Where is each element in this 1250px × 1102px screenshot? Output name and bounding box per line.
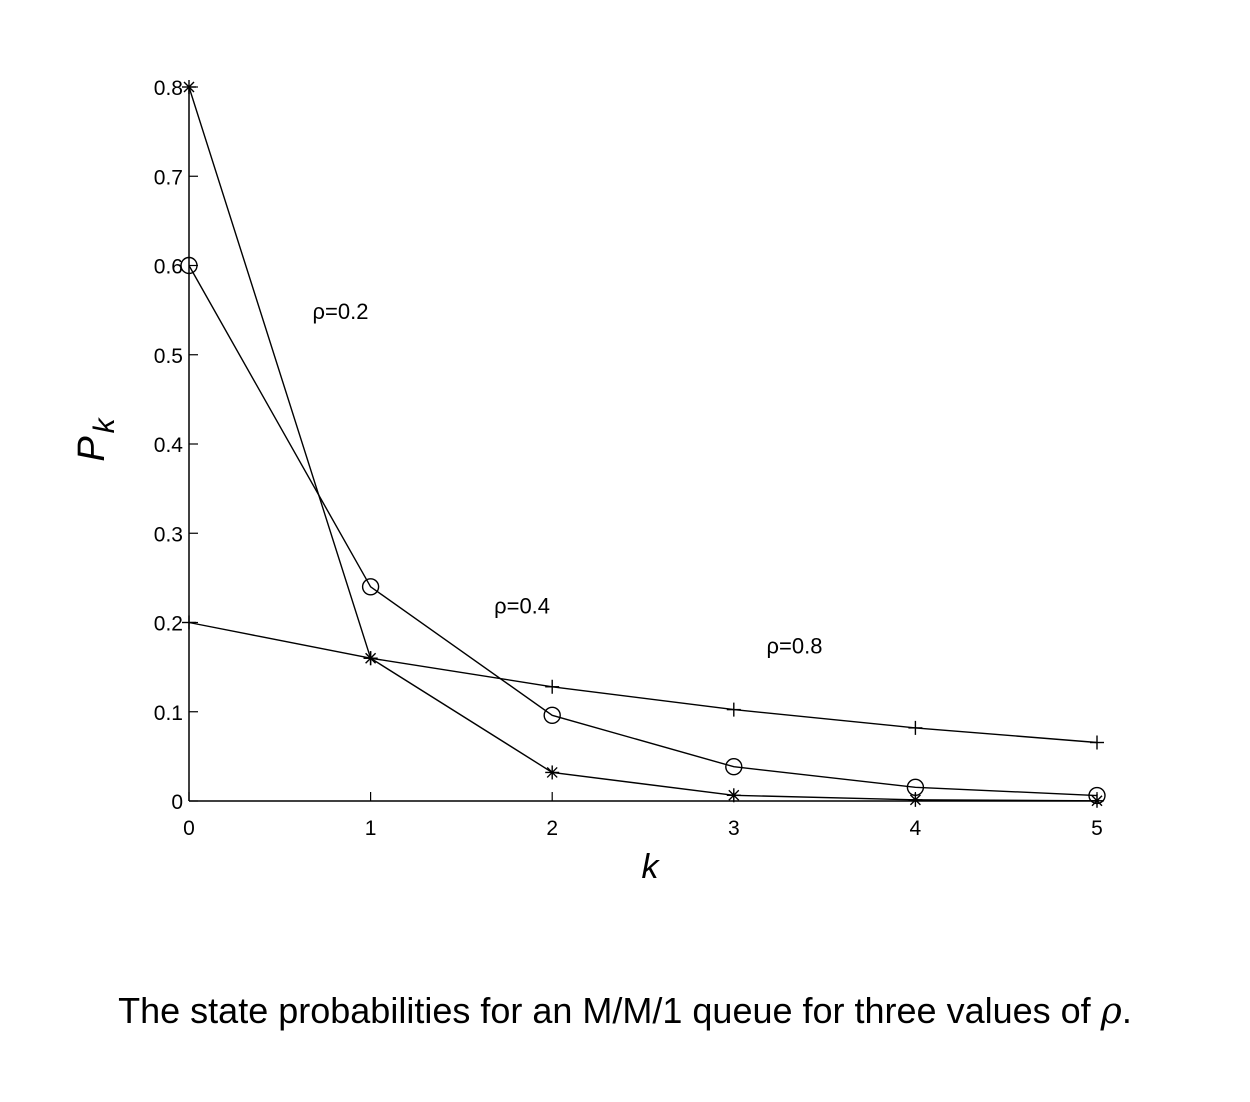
data-point-asterisk bbox=[908, 792, 923, 807]
series-annotation: ρ=0.2 bbox=[312, 299, 368, 324]
x-tick-label: 3 bbox=[728, 817, 740, 840]
series-line bbox=[188, 86, 1098, 802]
y-tick-label: 0.5 bbox=[154, 345, 183, 368]
data-point-circle bbox=[1088, 786, 1106, 805]
data-point-asterisk bbox=[1090, 793, 1104, 808]
series-lines bbox=[188, 86, 1098, 802]
data-point-plus bbox=[1090, 735, 1104, 750]
x-axis-title: k bbox=[642, 848, 661, 886]
series-line bbox=[188, 621, 1098, 744]
data-point-circle bbox=[180, 256, 198, 275]
axes bbox=[188, 86, 1098, 802]
data-point-circle bbox=[543, 706, 561, 725]
x-tick-label: 1 bbox=[365, 817, 377, 840]
series-annotation: ρ=0.4 bbox=[494, 594, 550, 619]
data-point-circle bbox=[906, 778, 925, 796]
svg-text:Pk: Pk bbox=[71, 416, 121, 461]
y-axis-title-main: P bbox=[71, 436, 113, 462]
data-point-plus bbox=[908, 720, 923, 735]
data-point-asterisk bbox=[545, 765, 560, 780]
data-point-plus bbox=[363, 651, 378, 666]
y-tick-label: 0.2 bbox=[154, 613, 183, 636]
data-point-plus bbox=[726, 702, 741, 717]
data-point-asterisk bbox=[726, 788, 741, 803]
data-point-plus bbox=[182, 615, 196, 630]
y-tick-label: 0.7 bbox=[154, 166, 183, 189]
data-point-asterisk bbox=[182, 80, 196, 94]
x-tick-label: 5 bbox=[1091, 817, 1103, 840]
y-tick-label: 0.4 bbox=[154, 434, 184, 457]
y-tick-label: 0.8 bbox=[154, 77, 183, 100]
y-tick-label: 0 bbox=[171, 791, 183, 814]
x-tick-label: 0 bbox=[183, 817, 195, 840]
y-tick-label: 0.6 bbox=[154, 256, 183, 279]
y-axis-title-subscript: k bbox=[88, 416, 121, 433]
figure-caption: The state probabilities for an M/M/1 que… bbox=[0, 990, 1250, 1032]
x-tick-label: 2 bbox=[546, 817, 558, 840]
series-annotation: ρ=0.8 bbox=[766, 634, 822, 659]
caption-text: The state probabilities for an M/M/1 que… bbox=[118, 990, 1101, 1031]
caption-symbol: ρ bbox=[1100, 991, 1122, 1032]
tick-labels: 0 1 2 3 4 5 0 0.1 0.2 0.3 0.4 0.5 0.6 0.7 0.8 bbox=[154, 77, 1103, 840]
chart: 0 1 2 3 4 500.10.20.30.40.50.60.70.8 ρ=0.2ρ=0… bbox=[71, 77, 1106, 886]
data-point-plus bbox=[545, 679, 560, 694]
data-point-circle bbox=[725, 758, 743, 776]
y-axis-title: Pk bbox=[71, 416, 121, 461]
markers bbox=[180, 80, 1106, 808]
y-tick-label: 0.3 bbox=[154, 523, 183, 546]
annotations: ρ=0.2 ρ=0.4 ρ=0.8 bbox=[312, 299, 822, 659]
caption-end: . bbox=[1121, 990, 1132, 1031]
x-tick-label: 4 bbox=[910, 817, 922, 840]
series-line bbox=[188, 265, 1098, 797]
y-tick-label: 0.1 bbox=[154, 702, 183, 725]
data-point-circle bbox=[361, 578, 380, 596]
